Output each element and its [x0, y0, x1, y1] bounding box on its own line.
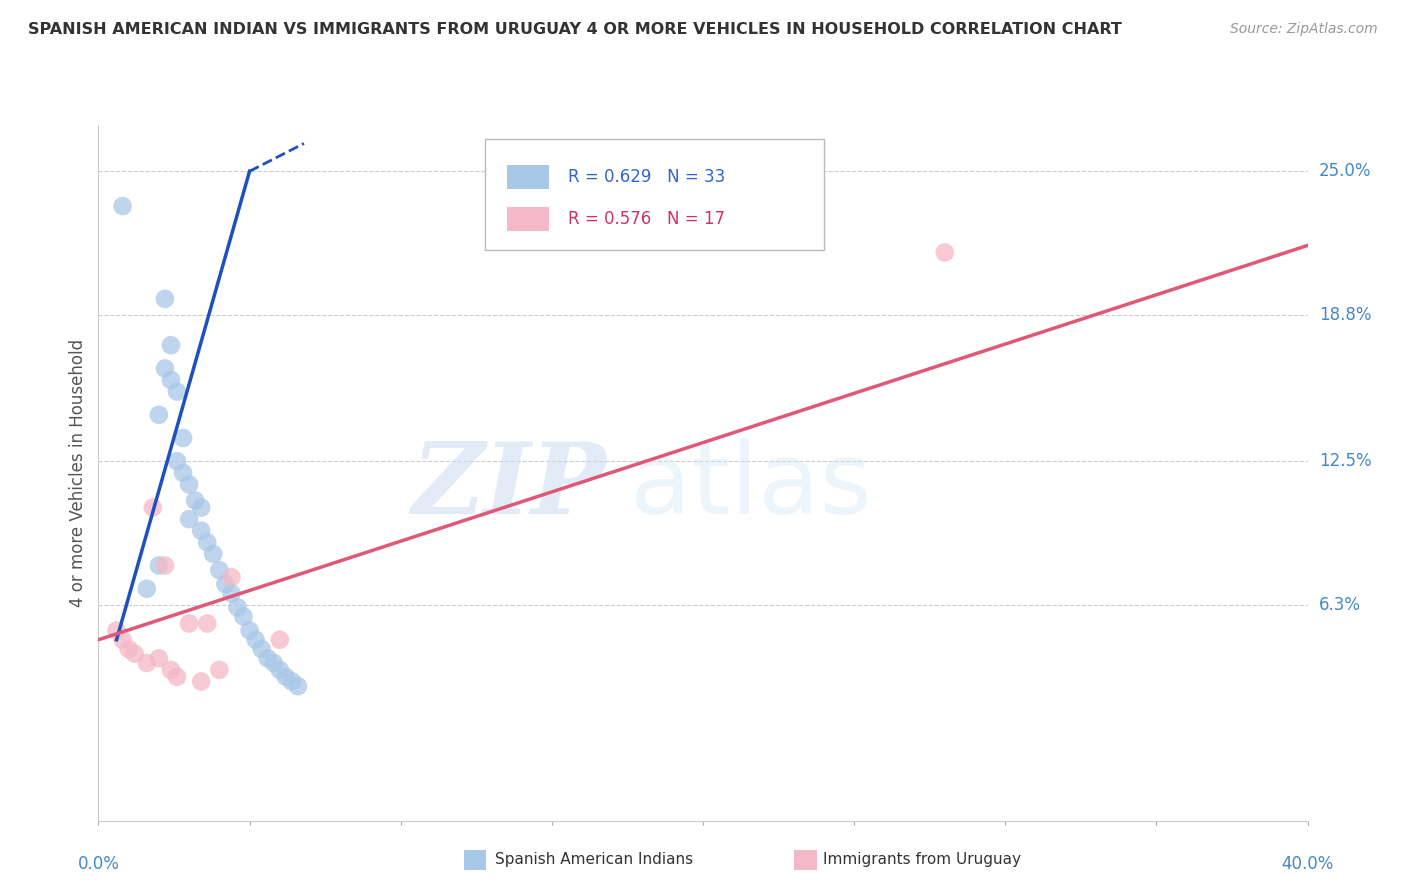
- Point: [148, 408, 170, 422]
- Point: [263, 656, 285, 670]
- Point: [177, 512, 201, 526]
- Point: [184, 493, 207, 508]
- Point: [190, 500, 212, 515]
- Text: Source: ZipAtlas.com: Source: ZipAtlas.com: [1230, 22, 1378, 37]
- Text: 0.0%: 0.0%: [77, 855, 120, 873]
- Point: [135, 656, 157, 670]
- Point: [256, 651, 278, 665]
- Y-axis label: 4 or more Vehicles in Household: 4 or more Vehicles in Household: [69, 339, 87, 607]
- Point: [124, 647, 146, 661]
- Point: [221, 570, 243, 584]
- Point: [111, 632, 134, 647]
- Text: ZIP: ZIP: [412, 439, 606, 535]
- Point: [195, 535, 218, 549]
- Point: [166, 384, 188, 399]
- Point: [190, 524, 212, 538]
- Point: [105, 624, 128, 638]
- Point: [208, 563, 231, 577]
- Point: [239, 624, 262, 638]
- Point: [148, 651, 170, 665]
- Text: 25.0%: 25.0%: [1319, 162, 1371, 180]
- Point: [111, 199, 134, 213]
- Point: [177, 477, 201, 491]
- Point: [135, 582, 157, 596]
- Point: [281, 674, 304, 689]
- Point: [160, 338, 183, 352]
- Text: 40.0%: 40.0%: [1281, 855, 1334, 873]
- Point: [195, 616, 218, 631]
- Point: [142, 500, 165, 515]
- Point: [226, 600, 249, 615]
- Bar: [508, 207, 550, 231]
- Text: 6.3%: 6.3%: [1319, 596, 1361, 614]
- Point: [153, 292, 176, 306]
- Point: [166, 670, 188, 684]
- Point: [153, 558, 176, 573]
- Point: [245, 632, 267, 647]
- Point: [208, 663, 231, 677]
- Point: [153, 361, 176, 376]
- Point: [118, 642, 141, 657]
- Point: [148, 558, 170, 573]
- Point: [202, 547, 225, 561]
- Point: [221, 586, 243, 600]
- Point: [166, 454, 188, 468]
- Point: [287, 679, 309, 693]
- Text: SPANISH AMERICAN INDIAN VS IMMIGRANTS FROM URUGUAY 4 OR MORE VEHICLES IN HOUSEHO: SPANISH AMERICAN INDIAN VS IMMIGRANTS FR…: [28, 22, 1122, 37]
- Text: Spanish American Indians: Spanish American Indians: [495, 853, 693, 867]
- Point: [177, 616, 201, 631]
- FancyBboxPatch shape: [485, 139, 824, 250]
- Point: [232, 609, 254, 624]
- Point: [269, 632, 291, 647]
- Point: [250, 642, 273, 657]
- Text: 18.8%: 18.8%: [1319, 306, 1371, 324]
- Point: [934, 245, 956, 260]
- Text: R = 0.629   N = 33: R = 0.629 N = 33: [568, 168, 725, 186]
- Text: Immigrants from Uruguay: Immigrants from Uruguay: [823, 853, 1021, 867]
- Point: [160, 663, 183, 677]
- Point: [274, 670, 297, 684]
- Point: [172, 466, 194, 480]
- Text: R = 0.576   N = 17: R = 0.576 N = 17: [568, 210, 724, 227]
- Text: 12.5%: 12.5%: [1319, 452, 1371, 470]
- Point: [160, 373, 183, 387]
- Point: [214, 577, 236, 591]
- Bar: [508, 165, 550, 189]
- Point: [172, 431, 194, 445]
- Text: atlas: atlas: [630, 438, 872, 535]
- Point: [269, 663, 291, 677]
- Point: [190, 674, 212, 689]
